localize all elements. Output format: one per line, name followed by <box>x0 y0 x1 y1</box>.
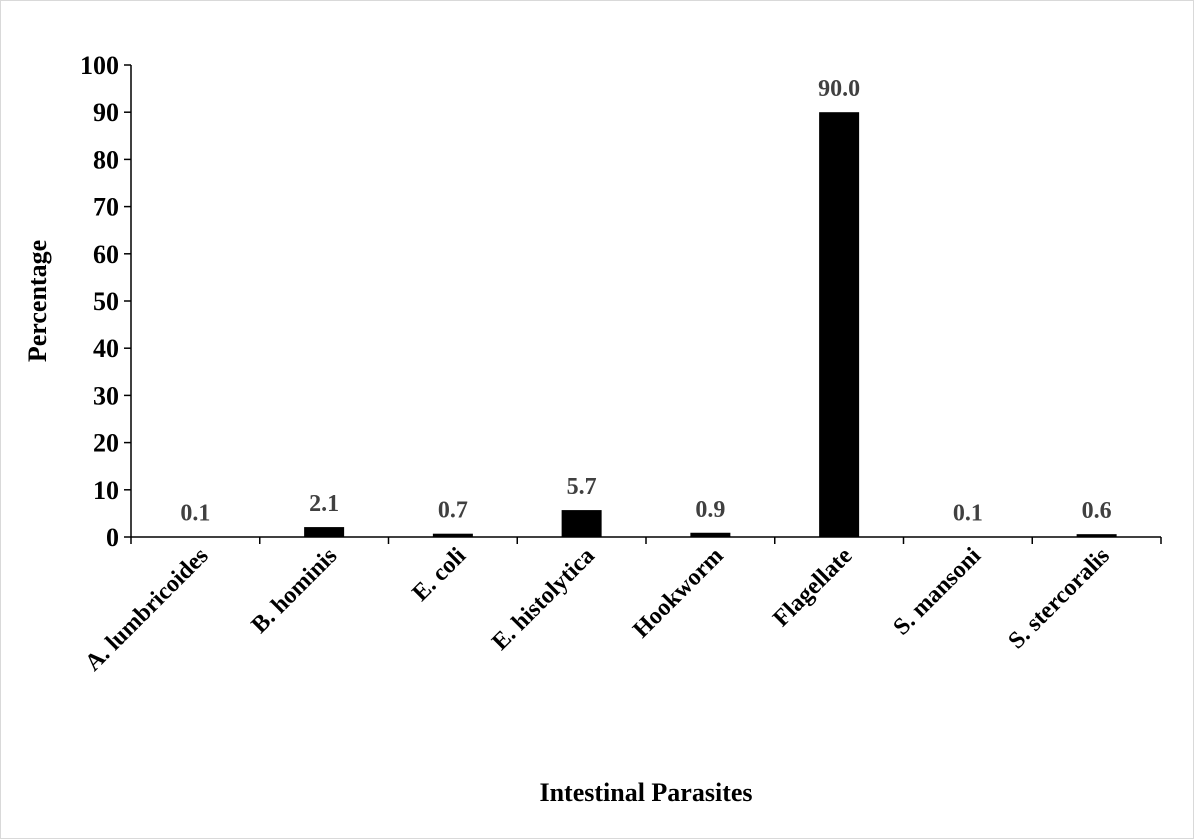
data-label: 90.0 <box>818 76 860 102</box>
data-label: 0.9 <box>695 497 725 523</box>
data-label: 5.7 <box>567 474 597 500</box>
y-tick-label: 80 <box>93 145 119 174</box>
x-axis-tick-labels: A. lumbricoides B. hominis E. coli E. histo… <box>80 543 1115 677</box>
x-tick-label: Hookworm <box>628 543 728 643</box>
y-tick-label: 0 <box>106 523 119 552</box>
y-tick-label: 90 <box>93 98 119 127</box>
bar <box>819 112 860 537</box>
y-axis-title: Percentage <box>23 240 52 362</box>
data-label: 0.1 <box>180 501 210 527</box>
bar <box>304 527 345 537</box>
y-axis-ticks <box>124 64 131 538</box>
y-tick-label: 70 <box>93 193 119 222</box>
y-axis-tick-labels: 0 10 20 30 40 50 60 70 80 90 100 <box>80 51 119 552</box>
y-tick-label: 40 <box>93 334 119 363</box>
bar <box>690 532 731 537</box>
bar <box>432 533 473 537</box>
x-tick-label: A. lumbricoides <box>80 543 213 676</box>
y-tick-label: 50 <box>93 287 119 316</box>
y-tick-label: 100 <box>80 51 119 80</box>
x-tick-label: Flagellate <box>768 543 857 632</box>
data-label: 0.6 <box>1082 498 1112 524</box>
y-tick-label: 10 <box>93 476 119 505</box>
data-label: 0.1 <box>953 501 983 527</box>
y-tick-label: 30 <box>93 381 119 410</box>
data-labels: 0.1 2.1 0.7 5.7 0.9 90.0 0.1 0.6 <box>180 76 1111 526</box>
x-axis-ticks <box>130 537 1162 544</box>
x-axis-title: Intestinal Parasites <box>539 778 752 807</box>
x-tick-label: S. mansoni <box>889 543 987 641</box>
x-tick-label: B. hominis <box>247 543 343 639</box>
x-tick-label: S. stercoralis <box>1003 543 1114 654</box>
y-tick-label: 20 <box>93 429 119 458</box>
bars <box>175 112 1117 538</box>
bar <box>561 510 602 537</box>
x-tick-label: E. histolytica <box>487 543 600 656</box>
bar <box>1076 534 1117 537</box>
data-label: 2.1 <box>309 491 339 517</box>
y-tick-label: 60 <box>93 240 119 269</box>
x-tick-label: E. coli <box>407 543 471 607</box>
data-label: 0.7 <box>438 498 468 524</box>
